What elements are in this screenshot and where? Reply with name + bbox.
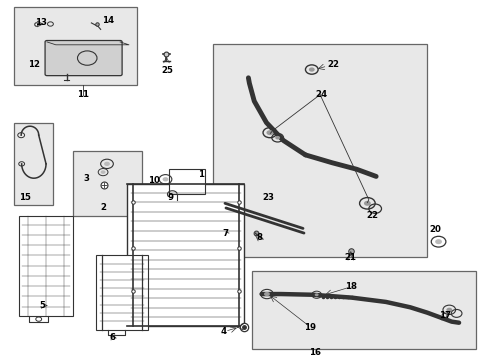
Bar [96, 255, 148, 330]
Circle shape [104, 162, 110, 166]
Text: 6: 6 [110, 333, 116, 342]
Text: 16: 16 [308, 348, 321, 357]
Text: 8: 8 [256, 233, 262, 242]
Text: 20: 20 [429, 225, 441, 234]
Text: 23: 23 [262, 193, 273, 202]
Circle shape [446, 308, 451, 312]
Text: 25: 25 [161, 66, 173, 75]
Bar [19, 216, 73, 316]
Text: 15: 15 [19, 193, 31, 202]
Text: 22: 22 [326, 60, 339, 69]
Bar [127, 184, 244, 326]
Bar [251, 271, 475, 348]
Circle shape [275, 136, 280, 139]
Text: 21: 21 [344, 253, 356, 262]
Circle shape [266, 130, 273, 135]
Text: 12: 12 [28, 60, 40, 69]
Text: 7: 7 [222, 229, 227, 238]
Bar [168, 168, 205, 194]
Text: 5: 5 [39, 301, 45, 310]
Bar [14, 7, 137, 85]
Text: 14: 14 [102, 16, 114, 25]
Text: 19: 19 [304, 323, 316, 332]
Text: 13: 13 [35, 18, 46, 27]
Circle shape [162, 177, 168, 181]
Text: 18: 18 [344, 282, 356, 291]
FancyBboxPatch shape [45, 41, 122, 76]
Circle shape [101, 170, 105, 174]
Text: 9: 9 [167, 193, 173, 202]
Text: 4: 4 [221, 327, 226, 336]
Text: 2: 2 [100, 203, 106, 212]
Text: 11: 11 [77, 90, 88, 99]
Bar [14, 123, 53, 205]
Text: 24: 24 [315, 90, 327, 99]
Bar [212, 44, 427, 257]
Circle shape [308, 67, 314, 72]
Circle shape [363, 201, 370, 206]
Bar [73, 151, 142, 216]
Text: 22: 22 [366, 211, 378, 220]
Text: 3: 3 [83, 174, 89, 183]
Circle shape [314, 293, 318, 296]
Text: 10: 10 [148, 176, 160, 185]
Circle shape [264, 292, 269, 296]
Circle shape [434, 239, 441, 244]
Text: 1: 1 [197, 170, 203, 179]
Text: 17: 17 [438, 311, 450, 320]
